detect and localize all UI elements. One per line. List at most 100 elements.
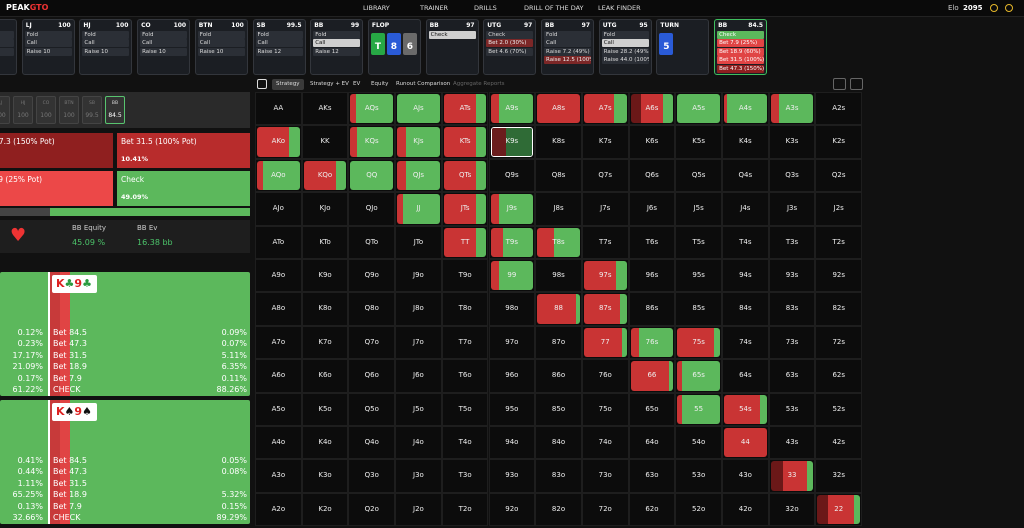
hand-cell[interactable]: 85o (535, 392, 582, 426)
action-option[interactable]: Bet 18.9 (60%) (717, 47, 765, 56)
hand-cell[interactable]: 98o (488, 292, 536, 326)
hand-cell[interactable]: 72s (815, 325, 863, 360)
hand-cell[interactable]: QJo (348, 192, 396, 226)
hand-cell[interactable]: AQo (255, 158, 302, 193)
hand-cell[interactable]: 75o (581, 392, 629, 426)
hand-cell[interactable]: T6o (441, 359, 489, 393)
hand-cell[interactable]: A4s (722, 92, 769, 126)
action-option[interactable]: Bet 31.5 (100%) (717, 56, 765, 65)
hand-cell[interactable]: T3o (441, 459, 489, 493)
hand-cell[interactable]: 44 (722, 426, 769, 460)
hand-cell[interactable]: J4o (395, 426, 442, 460)
hand-cell[interactable]: J5o (395, 392, 442, 426)
hand-cell[interactable]: 95s (675, 259, 722, 293)
action-card[interactable]: UTG 97 Check Bet 2.0 (30%) Bet 4.6 (70%) (483, 19, 537, 75)
nav-item[interactable]: DRILLS (474, 4, 497, 12)
hand-cell[interactable]: A9o (255, 259, 302, 293)
hand-cell[interactable]: 64s (722, 359, 769, 393)
action-option[interactable]: Raise 12 (313, 47, 361, 56)
hand-cell[interactable]: 42o (722, 492, 769, 527)
hand-cell[interactable]: 53s (768, 392, 816, 426)
hand-cell[interactable]: 82o (535, 492, 582, 527)
action-option[interactable]: Raise 10 (24, 47, 72, 56)
hand-cell[interactable]: 94s (722, 259, 769, 293)
hand-cell[interactable]: J4s (722, 192, 769, 226)
hand-cell[interactable]: T6s (628, 225, 676, 259)
hand-cell[interactable]: A8o (255, 292, 302, 326)
action-card[interactable]: HJ 100 Fold Call Raise 10 (79, 19, 133, 75)
action-option[interactable]: Call (24, 39, 72, 48)
action-option[interactable]: Check (428, 31, 476, 39)
hand-cell[interactable]: 53o (675, 459, 722, 493)
logo[interactable]: PEAKGTO (6, 3, 48, 12)
action-option[interactable]: Call (544, 39, 591, 48)
hand-cell[interactable]: J2s (815, 192, 863, 226)
hand-cell[interactable]: KQs (348, 125, 396, 159)
hand-cell[interactable]: 43s (768, 426, 816, 460)
hand-cell[interactable]: 84o (535, 426, 582, 460)
hand-tag[interactable]: K♣9♣ (52, 275, 97, 293)
hand-cell[interactable]: JJ (395, 192, 442, 226)
hand-cell[interactable]: 76o (581, 359, 629, 393)
action-option[interactable]: Call (140, 39, 188, 48)
hand-cell[interactable]: 54s (722, 392, 769, 426)
action-option[interactable]: Bet 4.6 (70%) (486, 47, 534, 56)
hand-cell[interactable]: T2o (441, 492, 489, 527)
hand-cell[interactable]: J8s (535, 192, 582, 226)
action-option[interactable]: Raise 28.2 (49%) (601, 47, 649, 56)
hand-cell[interactable]: 42s (815, 426, 863, 460)
hand-cell[interactable]: J2o (395, 492, 442, 527)
hand-cell[interactable]: J5s (675, 192, 722, 226)
hand-cell[interactable]: A7s (581, 92, 629, 126)
hand-cell[interactable]: KJs (395, 125, 442, 159)
hand-cell[interactable]: K6o (301, 359, 349, 393)
action-option[interactable]: Check (486, 31, 534, 39)
action-card[interactable]: LJ 100 Fold Call Raise 10 (21, 19, 75, 75)
tab[interactable]: Equity (371, 81, 389, 87)
hand-cell[interactable]: Q6o (348, 359, 396, 393)
action-card[interactable]: TURN 5 (656, 19, 710, 75)
action-card[interactable]: BB 99 Fold Call Raise 12 (310, 19, 364, 75)
nav-item[interactable]: TRAINER (420, 4, 449, 12)
action-card[interactable]: UTG 95 Fold Call Raise 28.2 (49%) Raise 44.0 … (598, 19, 652, 75)
position-box[interactable]: LJ 100 (0, 96, 10, 124)
hand-cell[interactable]: 83o (535, 459, 582, 493)
hand-cell[interactable]: TT (441, 225, 489, 259)
hand-cell[interactable]: T5o (441, 392, 489, 426)
hand-cell[interactable]: 99 (488, 259, 536, 293)
hand-cell[interactable]: 86o (535, 359, 582, 393)
hand-cell[interactable]: ATo (255, 225, 302, 259)
position-box[interactable]: BB 84.5 (105, 96, 125, 124)
hand-cell[interactable]: 52s (815, 392, 863, 426)
action-option[interactable]: Call (313, 39, 361, 48)
hand-cell[interactable]: 97o (488, 325, 536, 360)
hand-cell[interactable]: 86s (628, 292, 676, 326)
action-option[interactable]: Raise 12.5 (100%) (544, 56, 591, 65)
action-option[interactable]: Fold (544, 31, 591, 39)
hand-cell[interactable]: AJs (395, 92, 442, 126)
hand-cell[interactable]: A5o (255, 392, 302, 426)
hand-cell[interactable]: 43o (722, 459, 769, 493)
action-option[interactable]: Call (255, 39, 303, 48)
action-card[interactable]: BB 97 Check (425, 19, 479, 75)
action-option[interactable]: Fold (0, 31, 14, 39)
hand-cell[interactable]: 83s (768, 292, 816, 326)
hand-cell[interactable]: QQ (348, 158, 396, 193)
nav-item[interactable]: LIBRARY (363, 4, 390, 12)
action-option[interactable]: Check (717, 31, 765, 39)
action-option[interactable]: Fold (255, 31, 303, 39)
hand-cell[interactable]: Q2o (348, 492, 396, 527)
hand-cell[interactable]: Q6s (628, 158, 676, 193)
hand-cell[interactable]: Q8o (348, 292, 396, 326)
hand-cell[interactable]: 98s (535, 259, 582, 293)
hand-cell[interactable]: QTs (441, 158, 489, 193)
action-option[interactable]: Fold (140, 31, 188, 39)
hand-cell[interactable]: JTo (395, 225, 442, 259)
hand-cell[interactable]: T7s (581, 225, 629, 259)
tab[interactable]: EV (353, 81, 361, 87)
hand-cell[interactable]: 63s (768, 359, 816, 393)
action-option[interactable]: Raise 44.0 (100%) (601, 56, 649, 65)
action-card[interactable]: BB 84.5 Check Bet 7.9 (25%) Bet 18.9 (60%) Be… (714, 19, 768, 75)
hand-cell[interactable]: 65s (675, 359, 722, 393)
